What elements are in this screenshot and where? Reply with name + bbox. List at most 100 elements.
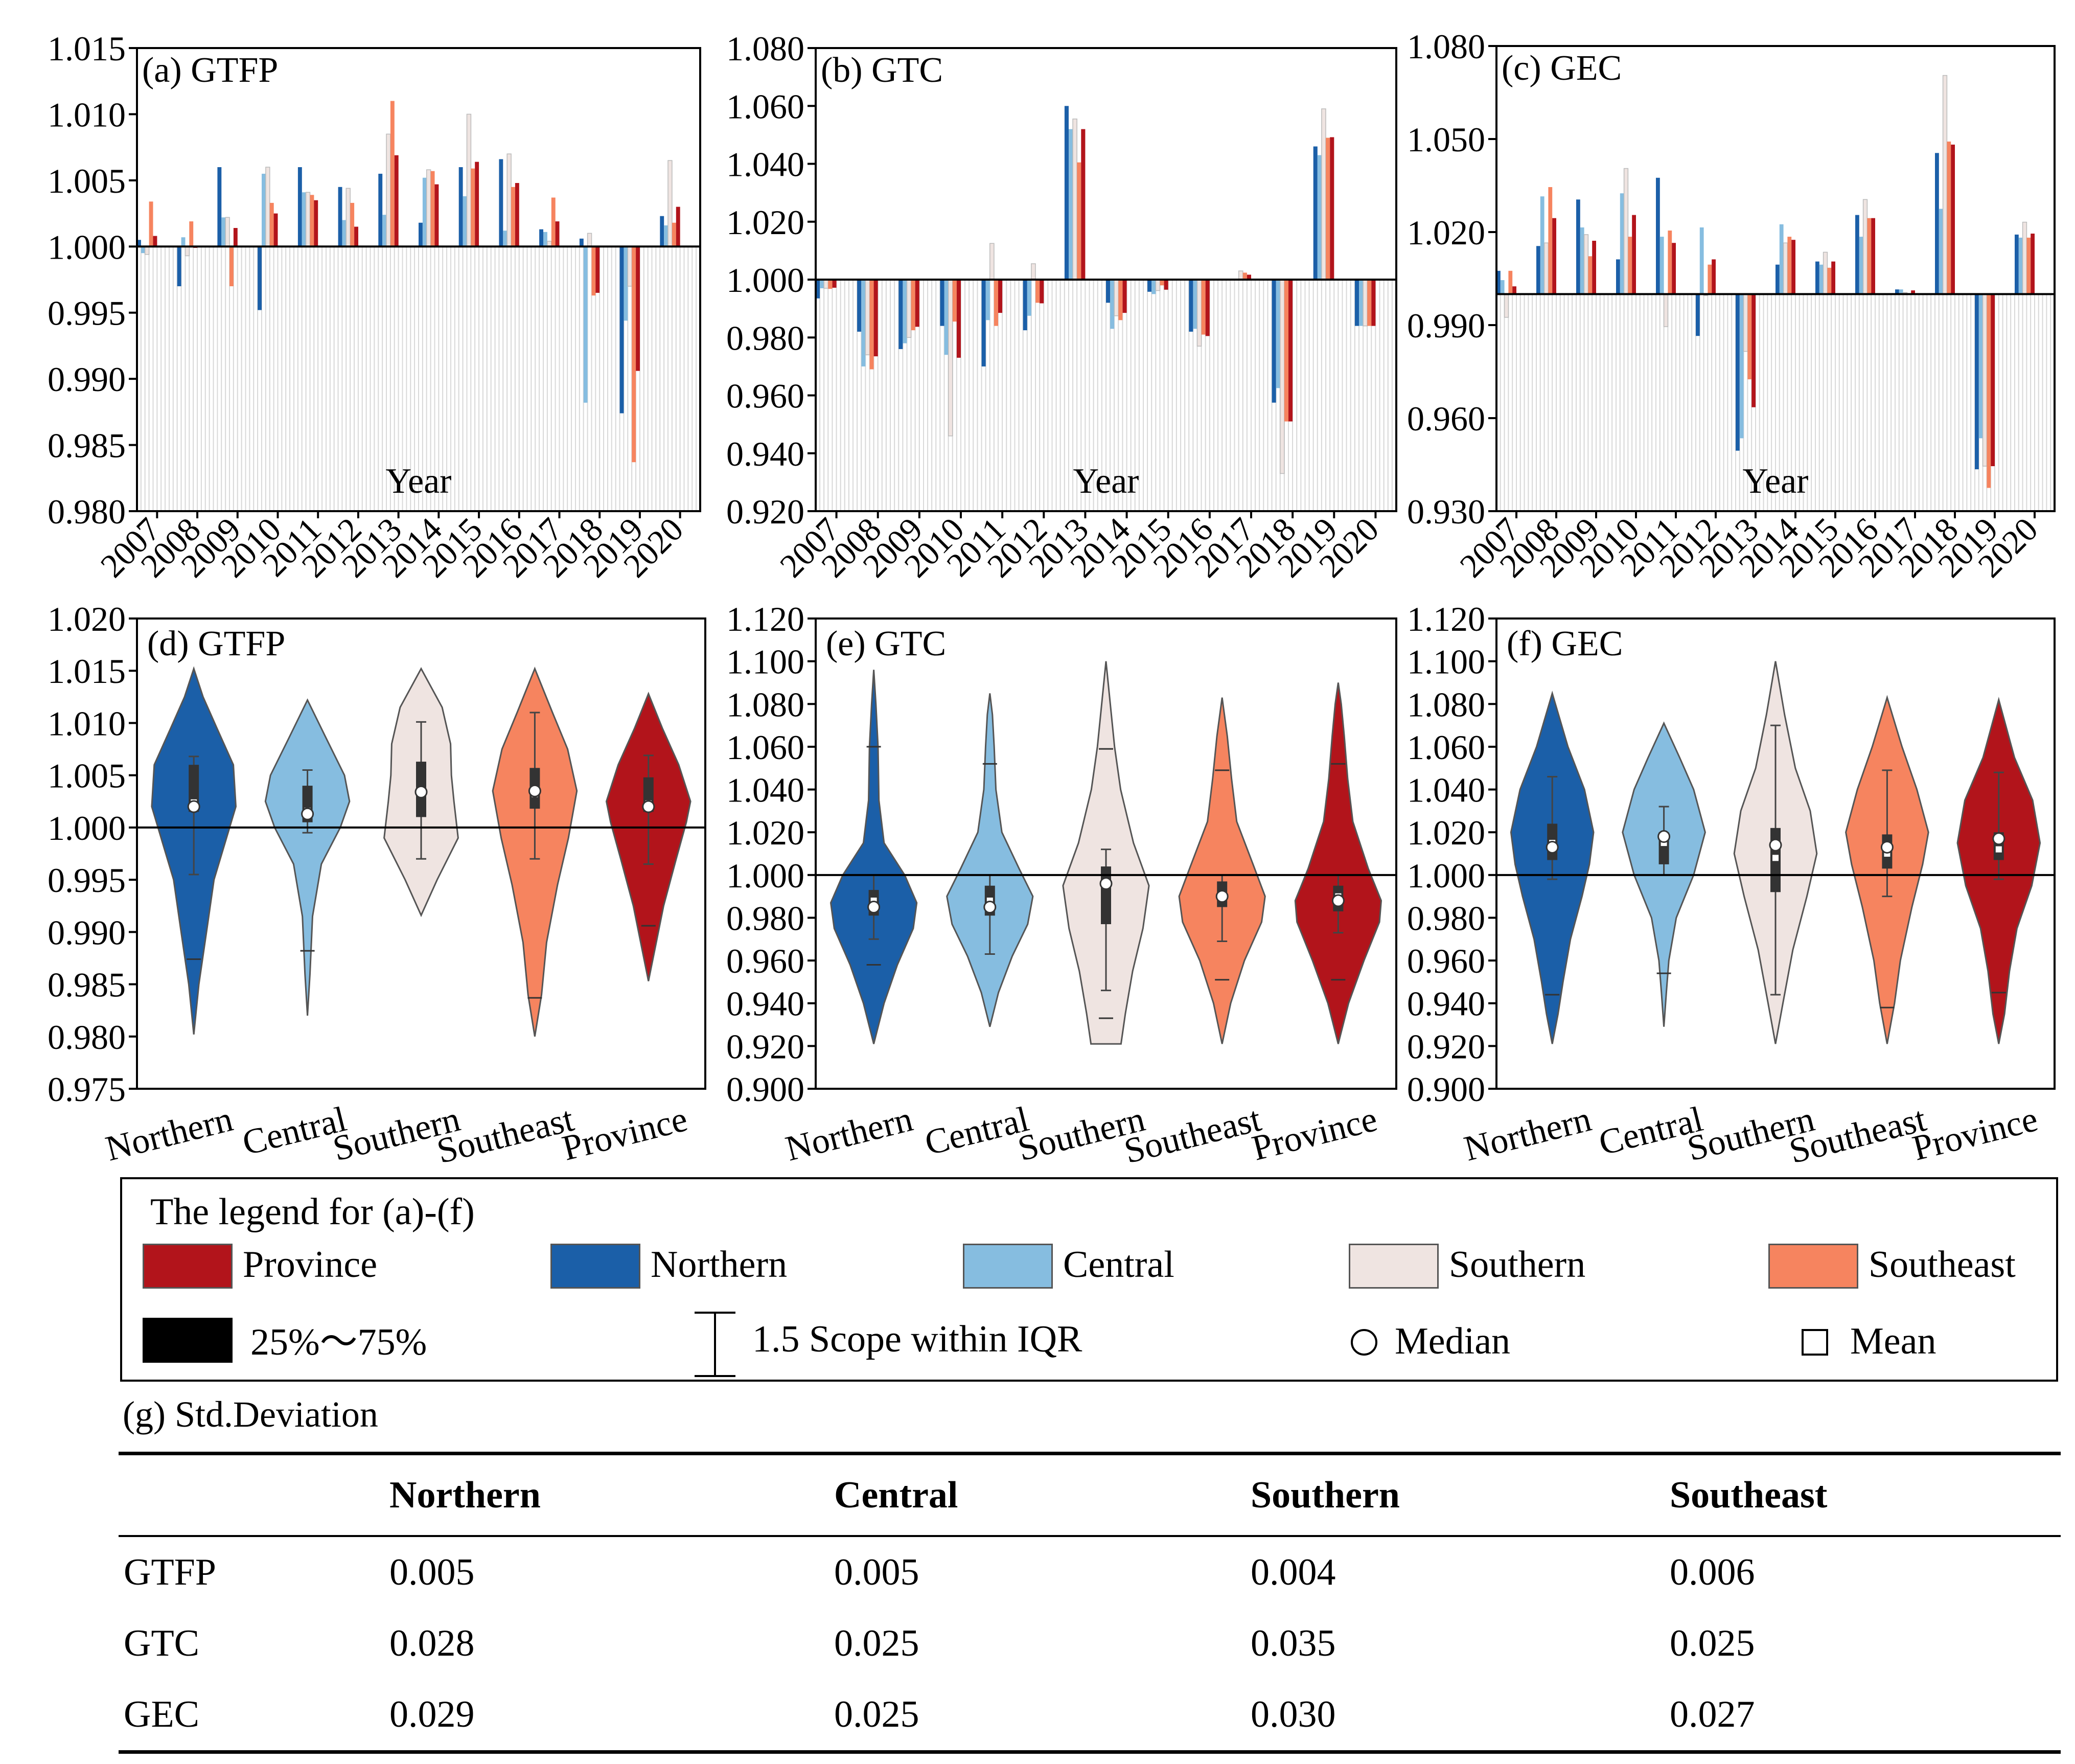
legend-label-southern: Southern — [1449, 1244, 1586, 1286]
background-column — [1175, 279, 1181, 512]
background-column — [559, 246, 564, 512]
bar-northern-2018 — [1272, 280, 1276, 403]
background-column — [1723, 293, 1728, 512]
background-column — [333, 246, 339, 512]
background-column — [498, 246, 504, 512]
background-column — [454, 246, 459, 512]
bar-central-2015 — [1151, 280, 1156, 294]
background-column — [321, 246, 327, 512]
background-column — [470, 246, 476, 512]
bar-province-2014 — [434, 184, 439, 247]
background-column — [337, 246, 343, 512]
background-column — [1994, 293, 1999, 512]
bar-southeast-2017 — [551, 197, 556, 247]
background-column — [1155, 279, 1161, 512]
bar-province-2012 — [1040, 280, 1044, 304]
median-marker — [1215, 890, 1229, 903]
background-column — [1878, 293, 1884, 512]
background-column — [1727, 293, 1733, 512]
median-marker — [867, 901, 881, 914]
background-column — [1548, 293, 1553, 512]
bar-central-2010 — [262, 173, 266, 247]
legend-label-mean: Mean — [1850, 1320, 1936, 1362]
background-column — [1006, 279, 1011, 512]
bar-northern-2012 — [1023, 280, 1027, 331]
background-column — [297, 246, 303, 512]
y-tick-label: 1.100 — [1407, 643, 1485, 681]
bar-southeast-2015 — [471, 168, 475, 247]
background-column — [1875, 293, 1880, 512]
bar-province-2017 — [555, 221, 560, 247]
background-column — [1962, 293, 1968, 512]
background-column — [1296, 279, 1302, 512]
background-column — [261, 246, 266, 512]
background-column — [514, 246, 520, 512]
background-column — [1815, 293, 1820, 512]
y-tick-label: 1.060 — [1407, 728, 1485, 767]
background-column — [140, 246, 146, 512]
background-column — [679, 246, 685, 512]
bar-northern-2007 — [137, 240, 141, 247]
background-column — [2038, 293, 2043, 512]
background-column — [1671, 293, 1676, 512]
table-cell: 0.004 — [1251, 1551, 1336, 1593]
background-column — [204, 246, 210, 512]
bar-central-2009 — [221, 217, 226, 247]
plot-frame — [1495, 617, 2056, 1090]
background-column — [1567, 293, 1573, 512]
background-column — [148, 246, 154, 512]
background-column — [1938, 293, 1944, 512]
background-column — [1292, 279, 1298, 512]
bar-southern-2010 — [1623, 168, 1629, 295]
bar-province-2014 — [1122, 280, 1127, 313]
y-tick-label: 1.040 — [726, 771, 804, 810]
bar-southern-2016 — [506, 153, 512, 247]
background-column — [1184, 279, 1190, 512]
background-column — [1532, 293, 1537, 512]
background-column — [923, 279, 929, 512]
background-column — [1171, 279, 1177, 512]
background-column — [172, 246, 178, 512]
background-column — [1890, 293, 1896, 512]
bar-central-2008 — [861, 280, 866, 366]
background-column — [823, 279, 829, 512]
bar-central-2011 — [985, 280, 990, 320]
background-column — [466, 246, 472, 512]
panel-title: (f) GEC — [1507, 624, 1623, 663]
background-column — [361, 246, 367, 512]
background-column — [354, 246, 359, 512]
background-column — [1635, 293, 1641, 512]
background-column — [1651, 293, 1656, 512]
bar-province-2011 — [998, 280, 1003, 313]
table-cell: 0.025 — [834, 1693, 919, 1735]
y-tick-label: 0.940 — [726, 434, 804, 473]
background-column — [1213, 279, 1219, 512]
bar-southeast-2014 — [430, 171, 435, 247]
bar-province-2020 — [2031, 234, 2035, 294]
bar-southern-2018 — [1280, 279, 1285, 474]
background-column — [832, 279, 837, 512]
median-marker — [1331, 894, 1345, 907]
background-column — [603, 246, 608, 512]
background-column — [293, 246, 298, 512]
background-column — [683, 246, 689, 512]
background-column — [1059, 279, 1065, 512]
y-tick-label: 0.990 — [48, 913, 126, 952]
bar-province-2017 — [1247, 274, 1251, 280]
bar-northern-2011 — [297, 167, 302, 247]
bar-province-2013 — [1081, 129, 1086, 280]
background-column — [1922, 293, 1928, 512]
bar-southern-2010 — [948, 279, 953, 437]
x-tick-label: Province — [559, 1099, 691, 1169]
bar-central-2014 — [1779, 224, 1784, 294]
plot-frame — [1495, 45, 2056, 512]
y-tick-label: 1.000 — [48, 809, 126, 847]
bar-province-2016 — [515, 183, 519, 247]
background-column — [1255, 279, 1260, 512]
background-column — [1731, 293, 1736, 512]
background-column — [237, 246, 242, 512]
bar-central-2009 — [1580, 227, 1584, 294]
bar-northern-2017 — [1895, 289, 1899, 294]
background-column — [357, 246, 363, 512]
background-column — [1847, 293, 1852, 512]
